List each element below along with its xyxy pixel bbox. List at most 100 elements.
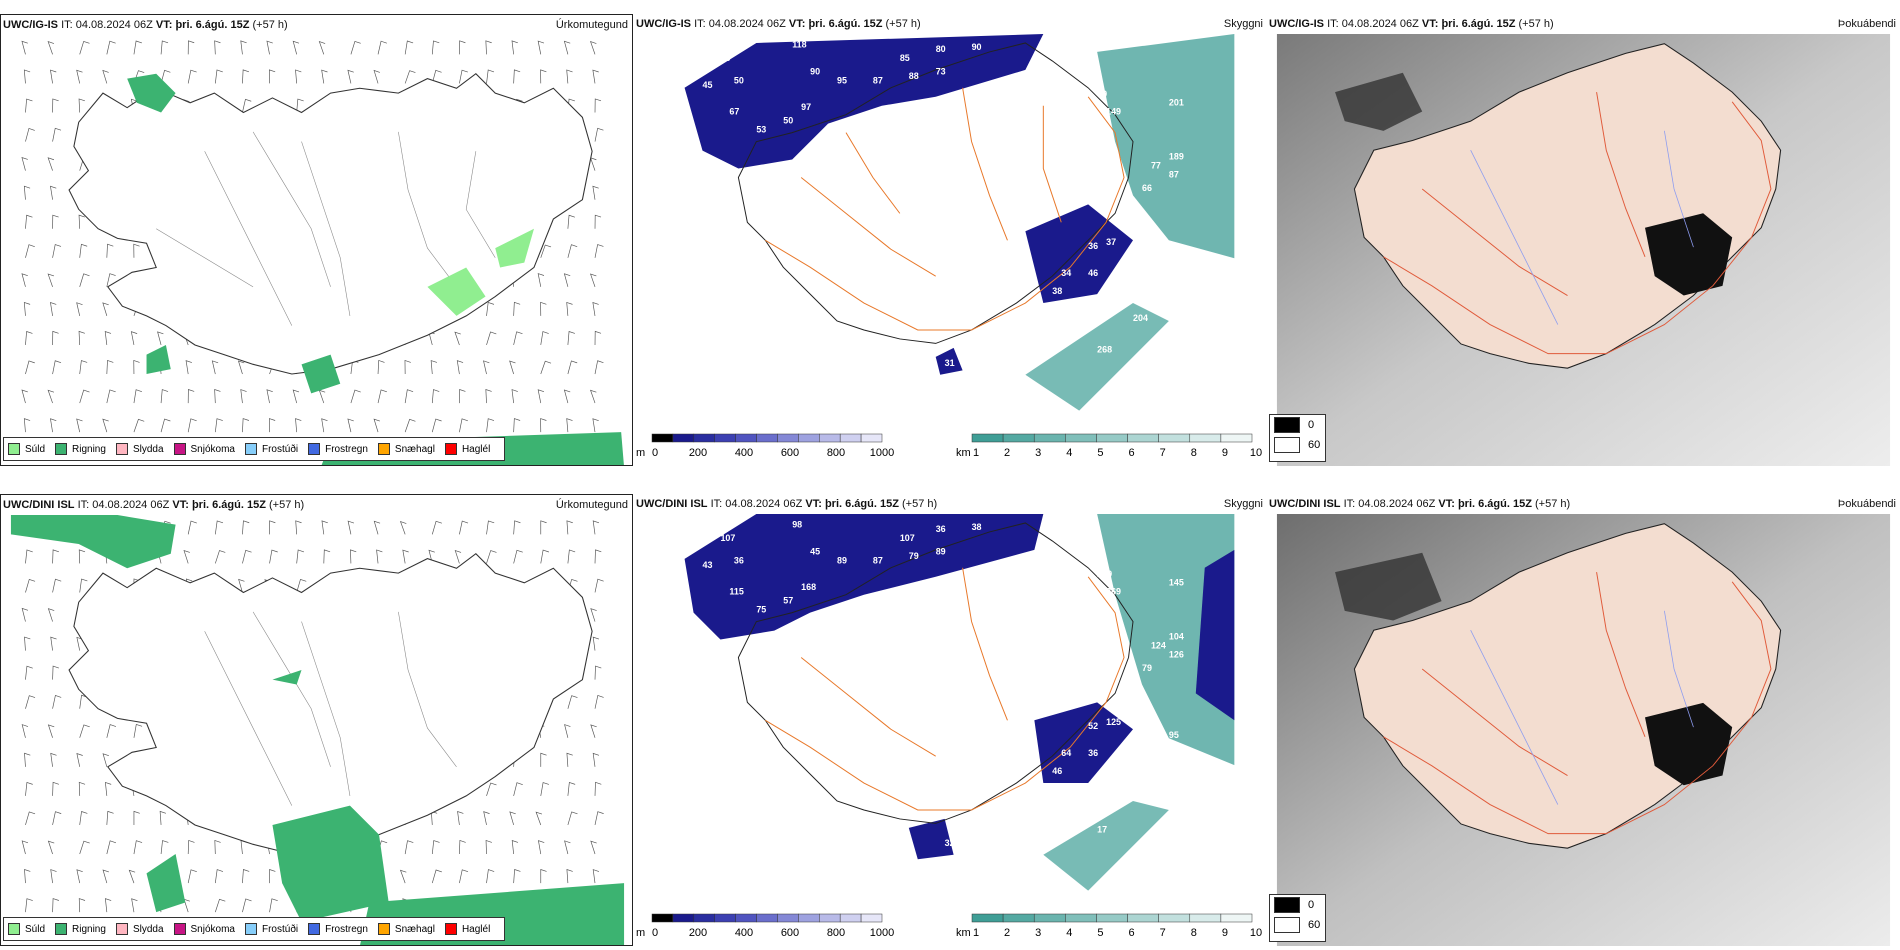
wind-barb xyxy=(106,724,117,738)
cloud-base-colorbar: m 0 200 400 600 800 1000 xyxy=(636,913,894,939)
cloud-base-value: 145 xyxy=(1169,578,1184,588)
legend-label: Snæhagl xyxy=(394,443,435,455)
colorbar-swatch xyxy=(971,433,1004,443)
fog-map xyxy=(1276,34,1891,466)
wind-barb xyxy=(23,69,31,84)
wind-barb xyxy=(292,40,300,55)
visibility-map: 98 107 107 36 38 43 36 45 89 87 79 89 115 168 57 75 62 70… xyxy=(666,514,1235,914)
colorbar-unit: m xyxy=(636,447,645,459)
wind-barb xyxy=(214,418,223,433)
cloud-base-value: 57 xyxy=(783,596,793,606)
wind-barb xyxy=(567,331,575,345)
wind-barb xyxy=(106,840,117,855)
wind-barb xyxy=(486,550,497,564)
panel-header: UWC/IG-IS IT: 04.08.2024 06Z VT: þri. 6.… xyxy=(1267,14,1900,33)
legend-swatch xyxy=(244,443,257,455)
cloud-base-value: 51 xyxy=(1115,214,1125,224)
wind-barb xyxy=(459,389,466,404)
cloud-base-value: 107 xyxy=(900,533,915,543)
cloud-base-value: 70 xyxy=(837,623,847,633)
wind-barb xyxy=(52,98,59,113)
wind-barb xyxy=(269,69,276,84)
colorbar-swatch xyxy=(1189,433,1222,443)
wind-barb xyxy=(486,418,495,433)
panel-title: Þokuábendi xyxy=(1837,497,1896,510)
wind-barb xyxy=(78,781,86,796)
wind-barb xyxy=(592,636,600,651)
wind-barb xyxy=(590,840,597,855)
wind-barb xyxy=(25,214,33,229)
wind-barb xyxy=(563,389,571,404)
wind-barb xyxy=(25,98,33,113)
wind-barb xyxy=(133,810,140,825)
cloud-base-value: 46 xyxy=(1088,268,1098,278)
wind-barb xyxy=(509,360,516,375)
wind-barb xyxy=(25,549,33,564)
panel-header: UWC/IG-IS IT: 04.08.2024 06Z VT: þri. 6.… xyxy=(1,15,632,34)
wind-barb xyxy=(214,520,224,535)
colorbar-tick: 7 xyxy=(1160,447,1166,459)
colorbar-swatch xyxy=(798,913,820,923)
legend-label: Frostregn xyxy=(325,923,368,935)
visibility-colorbar: km 1 2 3 4 5 6 7 8 9 10 xyxy=(956,433,1262,459)
wind-barb xyxy=(350,389,361,404)
cloud-base-value: 90 xyxy=(972,42,982,52)
wind-barb xyxy=(594,811,604,826)
wind-barb xyxy=(537,389,545,404)
wind-barb xyxy=(133,840,143,855)
wind-barb xyxy=(214,389,221,404)
wind-barb xyxy=(540,520,547,535)
cloud-base-value: 89 xyxy=(837,555,847,565)
wind-barb xyxy=(399,869,407,884)
legend-label: Snjókoma xyxy=(190,923,235,935)
colorbar-swatch xyxy=(651,433,674,443)
wind-barb xyxy=(590,389,597,404)
wind-barb xyxy=(52,244,62,258)
cloud-base-value: 104 xyxy=(1169,632,1184,642)
wind-barb xyxy=(25,360,35,375)
wind-barb xyxy=(321,69,328,84)
wind-barb xyxy=(377,359,385,375)
wind-barb xyxy=(79,360,88,375)
wind-barb xyxy=(564,840,571,855)
fog-sea-south xyxy=(1025,303,1169,411)
fog-panel-top: UWC/IG-IS IT: 04.08.2024 06Z VT: þri. 6.… xyxy=(1267,14,1900,466)
legend-item: Frostúði xyxy=(244,443,298,455)
wind-barb xyxy=(104,898,112,913)
cloud-base-value: 229 xyxy=(1097,569,1112,579)
legend-swatch xyxy=(444,443,457,455)
wind-barb xyxy=(160,418,171,433)
cloud-base-value: 23 xyxy=(1052,313,1062,323)
colorbar-tick: 200 xyxy=(689,927,707,939)
wind-barb xyxy=(131,898,138,913)
colorbar-swatch xyxy=(1002,433,1035,443)
colorbar-tick: 400 xyxy=(735,447,753,459)
cloud-base-value: 37 xyxy=(1133,721,1143,731)
colorbar-unit: km xyxy=(956,927,971,939)
cloud-base-labels: 118 35 85 80 90 45 50 90 95 87 88 73 67 97 50 53 62 58 99 1… xyxy=(703,39,1184,367)
wind-barb xyxy=(269,549,278,564)
wind-barb xyxy=(23,418,31,433)
wind-barb xyxy=(47,724,55,738)
wind-barb xyxy=(567,811,578,826)
cloud-base-value: 201 xyxy=(1169,98,1184,108)
panel-header: UWC/DINI ISL IT: 04.08.2024 06Z VT: þri.… xyxy=(1267,494,1900,513)
wind-barb xyxy=(25,331,33,345)
wind-barb xyxy=(347,418,354,433)
rivers xyxy=(1470,130,1694,325)
low-cloud-north xyxy=(684,34,1044,169)
wind-barb xyxy=(52,214,59,229)
cloud-base-value: 124 xyxy=(1151,641,1166,651)
iceland-coastline xyxy=(737,42,1134,344)
wind-barb xyxy=(318,389,326,404)
visibility-colorbar: km 1 2 3 4 5 6 7 8 9 10 xyxy=(956,913,1262,939)
legend-label: Haglél xyxy=(461,443,491,455)
fog-legend: 0 60 xyxy=(1269,894,1326,942)
colorbar-tick: 600 xyxy=(781,447,799,459)
wind-barb xyxy=(347,520,355,535)
wind-barb xyxy=(594,781,602,796)
wind-barb xyxy=(431,69,442,84)
wind-barb xyxy=(133,243,140,258)
wind-barb xyxy=(23,301,31,316)
wind-barb xyxy=(566,752,573,767)
